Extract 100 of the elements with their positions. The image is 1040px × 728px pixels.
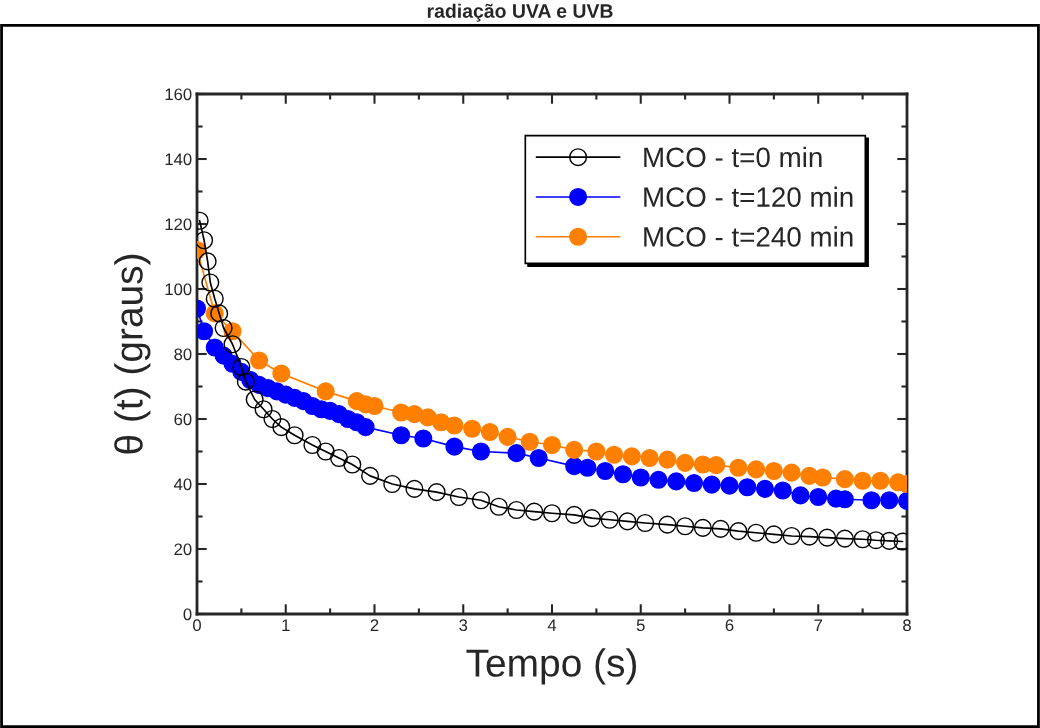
point xyxy=(835,470,854,489)
point xyxy=(365,396,384,416)
x-axis-title: Tempo (s) xyxy=(466,648,637,685)
point xyxy=(392,426,411,445)
point xyxy=(582,509,601,528)
point xyxy=(667,472,686,491)
point xyxy=(764,525,783,544)
point xyxy=(542,435,562,455)
point xyxy=(791,486,810,505)
point xyxy=(489,497,508,516)
point xyxy=(329,448,349,468)
point xyxy=(205,289,224,308)
point xyxy=(343,455,362,474)
point xyxy=(636,513,655,533)
point xyxy=(578,458,597,477)
point xyxy=(755,479,775,498)
point xyxy=(414,429,433,448)
point xyxy=(729,522,748,541)
point xyxy=(773,481,792,500)
x-tick-label: 1 xyxy=(282,619,290,631)
point xyxy=(507,444,526,463)
point xyxy=(201,273,220,292)
point xyxy=(605,445,624,464)
point xyxy=(471,491,491,510)
x-tick-label: 5 xyxy=(636,619,645,632)
point xyxy=(480,422,499,442)
point xyxy=(232,357,251,377)
point xyxy=(800,527,819,546)
y-tick-label: 80 xyxy=(174,348,192,361)
point xyxy=(880,531,899,550)
y-tick-label: 60 xyxy=(174,413,192,426)
point xyxy=(507,500,526,520)
point xyxy=(618,512,637,531)
point xyxy=(862,491,881,510)
point xyxy=(214,318,233,338)
point xyxy=(640,448,659,468)
point xyxy=(853,530,872,549)
x-tick-label: 0 xyxy=(193,619,201,632)
point xyxy=(738,478,757,497)
x-tick-label: 7 xyxy=(814,619,823,631)
point xyxy=(245,390,264,409)
y-tick-label: 140 xyxy=(165,153,192,166)
y-axis-title: θ (t) (graus) xyxy=(114,254,151,454)
point xyxy=(693,518,712,537)
point xyxy=(676,517,695,536)
x-tick-label: 6 xyxy=(725,619,734,632)
point xyxy=(197,231,214,250)
point xyxy=(316,442,335,461)
y-tick-label: 100 xyxy=(165,283,192,296)
y-tick-label: 20 xyxy=(174,543,192,556)
point xyxy=(622,447,641,466)
point xyxy=(587,442,606,461)
point xyxy=(471,442,491,461)
point xyxy=(835,529,854,548)
point xyxy=(720,476,739,495)
x-tick-label: 2 xyxy=(370,619,379,631)
x-tick-label: 4 xyxy=(547,619,557,631)
point xyxy=(764,461,783,481)
point xyxy=(263,409,282,429)
y-tick-label: 120 xyxy=(165,218,192,231)
point xyxy=(250,351,269,370)
point xyxy=(871,471,890,490)
point xyxy=(631,468,650,487)
point xyxy=(676,453,695,472)
point xyxy=(596,461,615,481)
point xyxy=(818,528,837,547)
point xyxy=(361,466,380,485)
point xyxy=(542,504,562,523)
point xyxy=(383,474,402,494)
point xyxy=(684,473,704,493)
point xyxy=(254,400,273,419)
point xyxy=(445,416,464,435)
point xyxy=(880,491,899,510)
point xyxy=(449,487,468,507)
chart-title: radiação UVA e UVB xyxy=(427,3,613,22)
point xyxy=(316,382,335,401)
point xyxy=(613,465,633,484)
point xyxy=(866,531,885,550)
point xyxy=(600,510,619,529)
point xyxy=(463,419,482,438)
point xyxy=(729,458,748,477)
x-tick-label: 3 xyxy=(459,619,468,632)
y-tick-label: 0 xyxy=(183,608,192,621)
point xyxy=(565,440,584,459)
point xyxy=(707,456,726,475)
point xyxy=(405,479,424,498)
y-tick-label: 160 xyxy=(165,88,192,101)
point xyxy=(272,364,291,383)
point xyxy=(223,335,242,354)
point xyxy=(782,526,801,546)
point xyxy=(529,448,548,468)
point xyxy=(520,432,539,451)
point xyxy=(853,471,872,490)
point xyxy=(711,519,730,538)
legend-label: MCO - t=240 min xyxy=(644,226,853,247)
point xyxy=(197,322,214,341)
point xyxy=(272,418,291,437)
point xyxy=(285,426,304,445)
point xyxy=(658,450,677,469)
point xyxy=(356,418,375,437)
